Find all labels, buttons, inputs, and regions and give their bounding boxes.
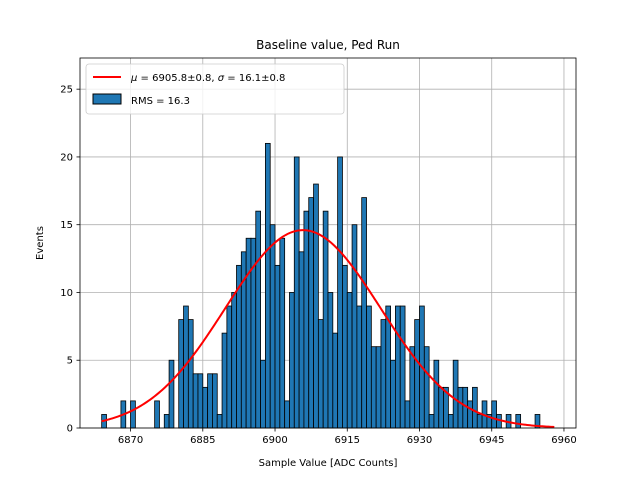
histogram-bar: [423, 346, 430, 429]
legend-fit-sigma: 16.1±0.8: [239, 73, 286, 84]
y-tick-label: 25: [60, 85, 73, 96]
histogram-bar: [472, 386, 478, 429]
histogram-bar: [375, 346, 382, 429]
histogram-bar: [452, 359, 459, 429]
y-tick-label: 5: [67, 356, 73, 367]
histogram-bar: [467, 400, 473, 429]
histogram-bar: [245, 237, 252, 429]
histogram-bar: [221, 332, 228, 429]
x-tick-label: 6945: [479, 435, 504, 446]
histogram-bar: [322, 210, 329, 429]
histogram-bar: [409, 346, 416, 429]
y-tick-label: 15: [60, 220, 73, 231]
histogram-bar: [395, 305, 401, 429]
x-tick-label: 6885: [190, 435, 215, 446]
histogram-bar: [447, 414, 454, 429]
x-tick-label: 6900: [262, 435, 287, 446]
histogram-bar: [197, 373, 204, 429]
histogram-bar: [293, 156, 300, 429]
histogram-bar: [332, 332, 339, 429]
histogram-bar: [274, 264, 281, 429]
plot-frame: [79, 57, 577, 429]
legend-hist-label: RMS = 16.3: [131, 96, 190, 107]
histogram-bar: [346, 292, 353, 429]
legend: μ = 6905.8±0.8, σ = 16.1±0.8 RMS = 16.3: [85, 63, 345, 115]
histogram-bar: [168, 359, 175, 429]
histogram-bar: [289, 292, 295, 429]
y-tick-label: 0: [67, 424, 73, 435]
histogram-bar: [313, 183, 319, 429]
histogram-bar: [428, 414, 435, 429]
x-axis-label: Sample Value [ADC Counts]: [259, 458, 398, 469]
histogram-bar: [163, 414, 170, 429]
histogram-bar: [231, 292, 237, 429]
histogram-bar: [279, 237, 286, 429]
x-tick-label: 6960: [551, 435, 576, 446]
x-tick-label: 6930: [407, 435, 432, 446]
chart-title: Baseline value, Ped Run: [256, 38, 400, 52]
y-axis-label: Events: [35, 226, 46, 260]
histogram-bar: [303, 210, 310, 429]
histogram-bar: [298, 251, 305, 429]
x-tick-label: 6870: [118, 435, 143, 446]
histogram-bar: [269, 224, 276, 429]
histogram-bar: [187, 319, 194, 429]
histogram-bar: [317, 319, 324, 429]
histogram-bar: [433, 359, 440, 429]
legend-fit-mu: 6905.8±0.8: [152, 73, 211, 84]
histogram-bar: [212, 373, 218, 429]
histogram-bar: [154, 400, 160, 429]
histogram-bar: [399, 305, 406, 429]
histogram-bar: [515, 414, 522, 429]
histogram-bar: [342, 264, 348, 429]
histogram-bar: [327, 292, 334, 429]
histogram-bar: [414, 319, 420, 429]
histogram-bar: [380, 319, 387, 429]
y-tick-label: 10: [60, 288, 73, 299]
histogram-bar: [361, 197, 367, 429]
histogram-bar: [255, 210, 261, 429]
histogram-bar: [404, 400, 411, 429]
histogram-bar: [260, 359, 266, 429]
legend-hist-swatch: [92, 93, 122, 105]
histogram-bar: [226, 305, 233, 429]
fit-curve: [101, 229, 555, 428]
histogram-bar: [207, 373, 213, 429]
legend-box: [85, 63, 345, 115]
histogram-bar: [351, 224, 358, 429]
histogram-bar: [370, 346, 377, 429]
histogram-bar: [284, 400, 290, 429]
histogram-bar: [366, 305, 372, 429]
histogram-bar: [476, 414, 483, 429]
histogram-bar: [202, 386, 209, 429]
fit-curve-group: [101, 229, 555, 428]
legend-fit-label: μ = 6905.8±0.8, σ = 16.1±0.8: [130, 73, 285, 84]
histogram-bar: [457, 386, 464, 429]
axis-ticks: 6870 6885 6900 6915 6930 6945 6960 0 5 10 15 20 25: [60, 85, 576, 446]
histogram-bar: [385, 305, 392, 429]
histogram-bar: [130, 400, 136, 429]
histogram-bar: [491, 400, 497, 429]
histogram-bar: [264, 142, 271, 429]
y-tick-label: 20: [60, 152, 73, 163]
x-tick-label: 6915: [335, 435, 360, 446]
histogram-bar: [438, 386, 444, 429]
histogram-bar: [337, 156, 343, 429]
histogram-bar: [356, 305, 363, 429]
histogram-bar: [192, 373, 199, 429]
histogram-bar: [390, 359, 396, 429]
histogram-bar: [216, 414, 223, 429]
